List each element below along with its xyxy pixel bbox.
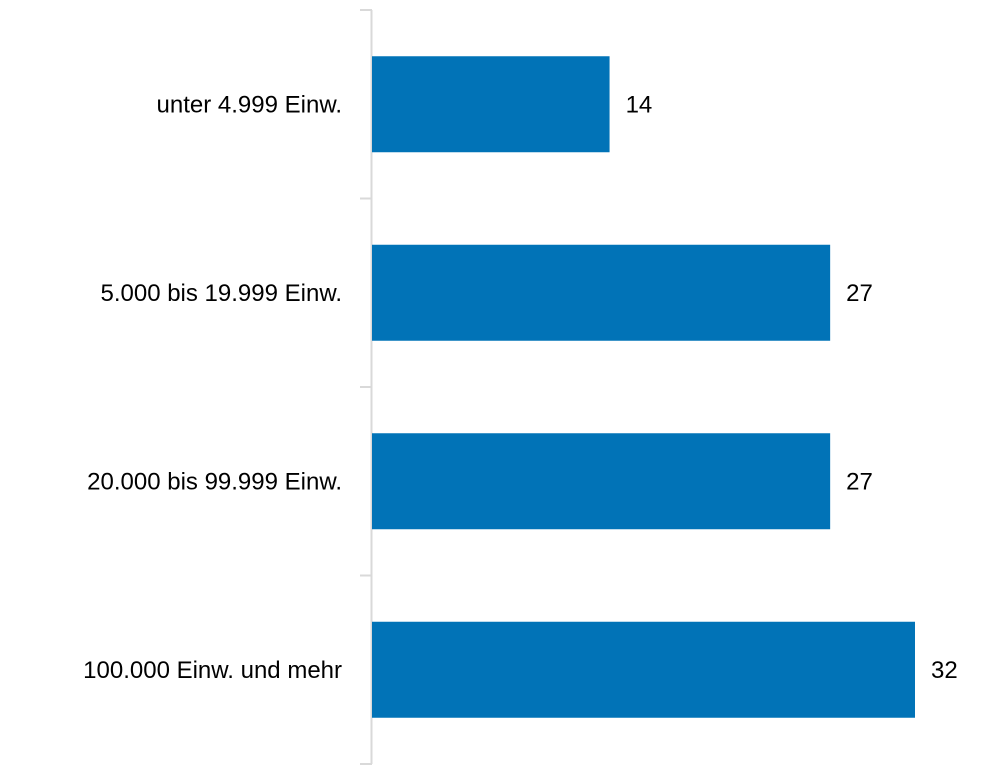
category-label-2: 5.000 bis 19.999 Einw. <box>100 280 342 307</box>
value-label-4: 32 <box>931 657 958 684</box>
bar-3 <box>372 433 831 530</box>
bar-1 <box>372 56 610 153</box>
bar-layer <box>372 56 915 718</box>
value-label-2: 27 <box>846 280 873 307</box>
axis-layer <box>360 9 373 765</box>
value-label-3: 27 <box>846 468 873 495</box>
label-layer: unter 4.999 Einw. 14 5.000 bis 19.999 Einw… <box>83 91 958 684</box>
bar-2 <box>372 244 831 341</box>
bar-4 <box>372 621 915 718</box>
category-label-1: unter 4.999 Einw. <box>157 91 342 118</box>
category-label-3: 20.000 bis 99.999 Einw. <box>87 468 342 495</box>
value-label-1: 14 <box>626 91 653 118</box>
category-label-4: 100.000 Einw. und mehr <box>83 657 342 684</box>
